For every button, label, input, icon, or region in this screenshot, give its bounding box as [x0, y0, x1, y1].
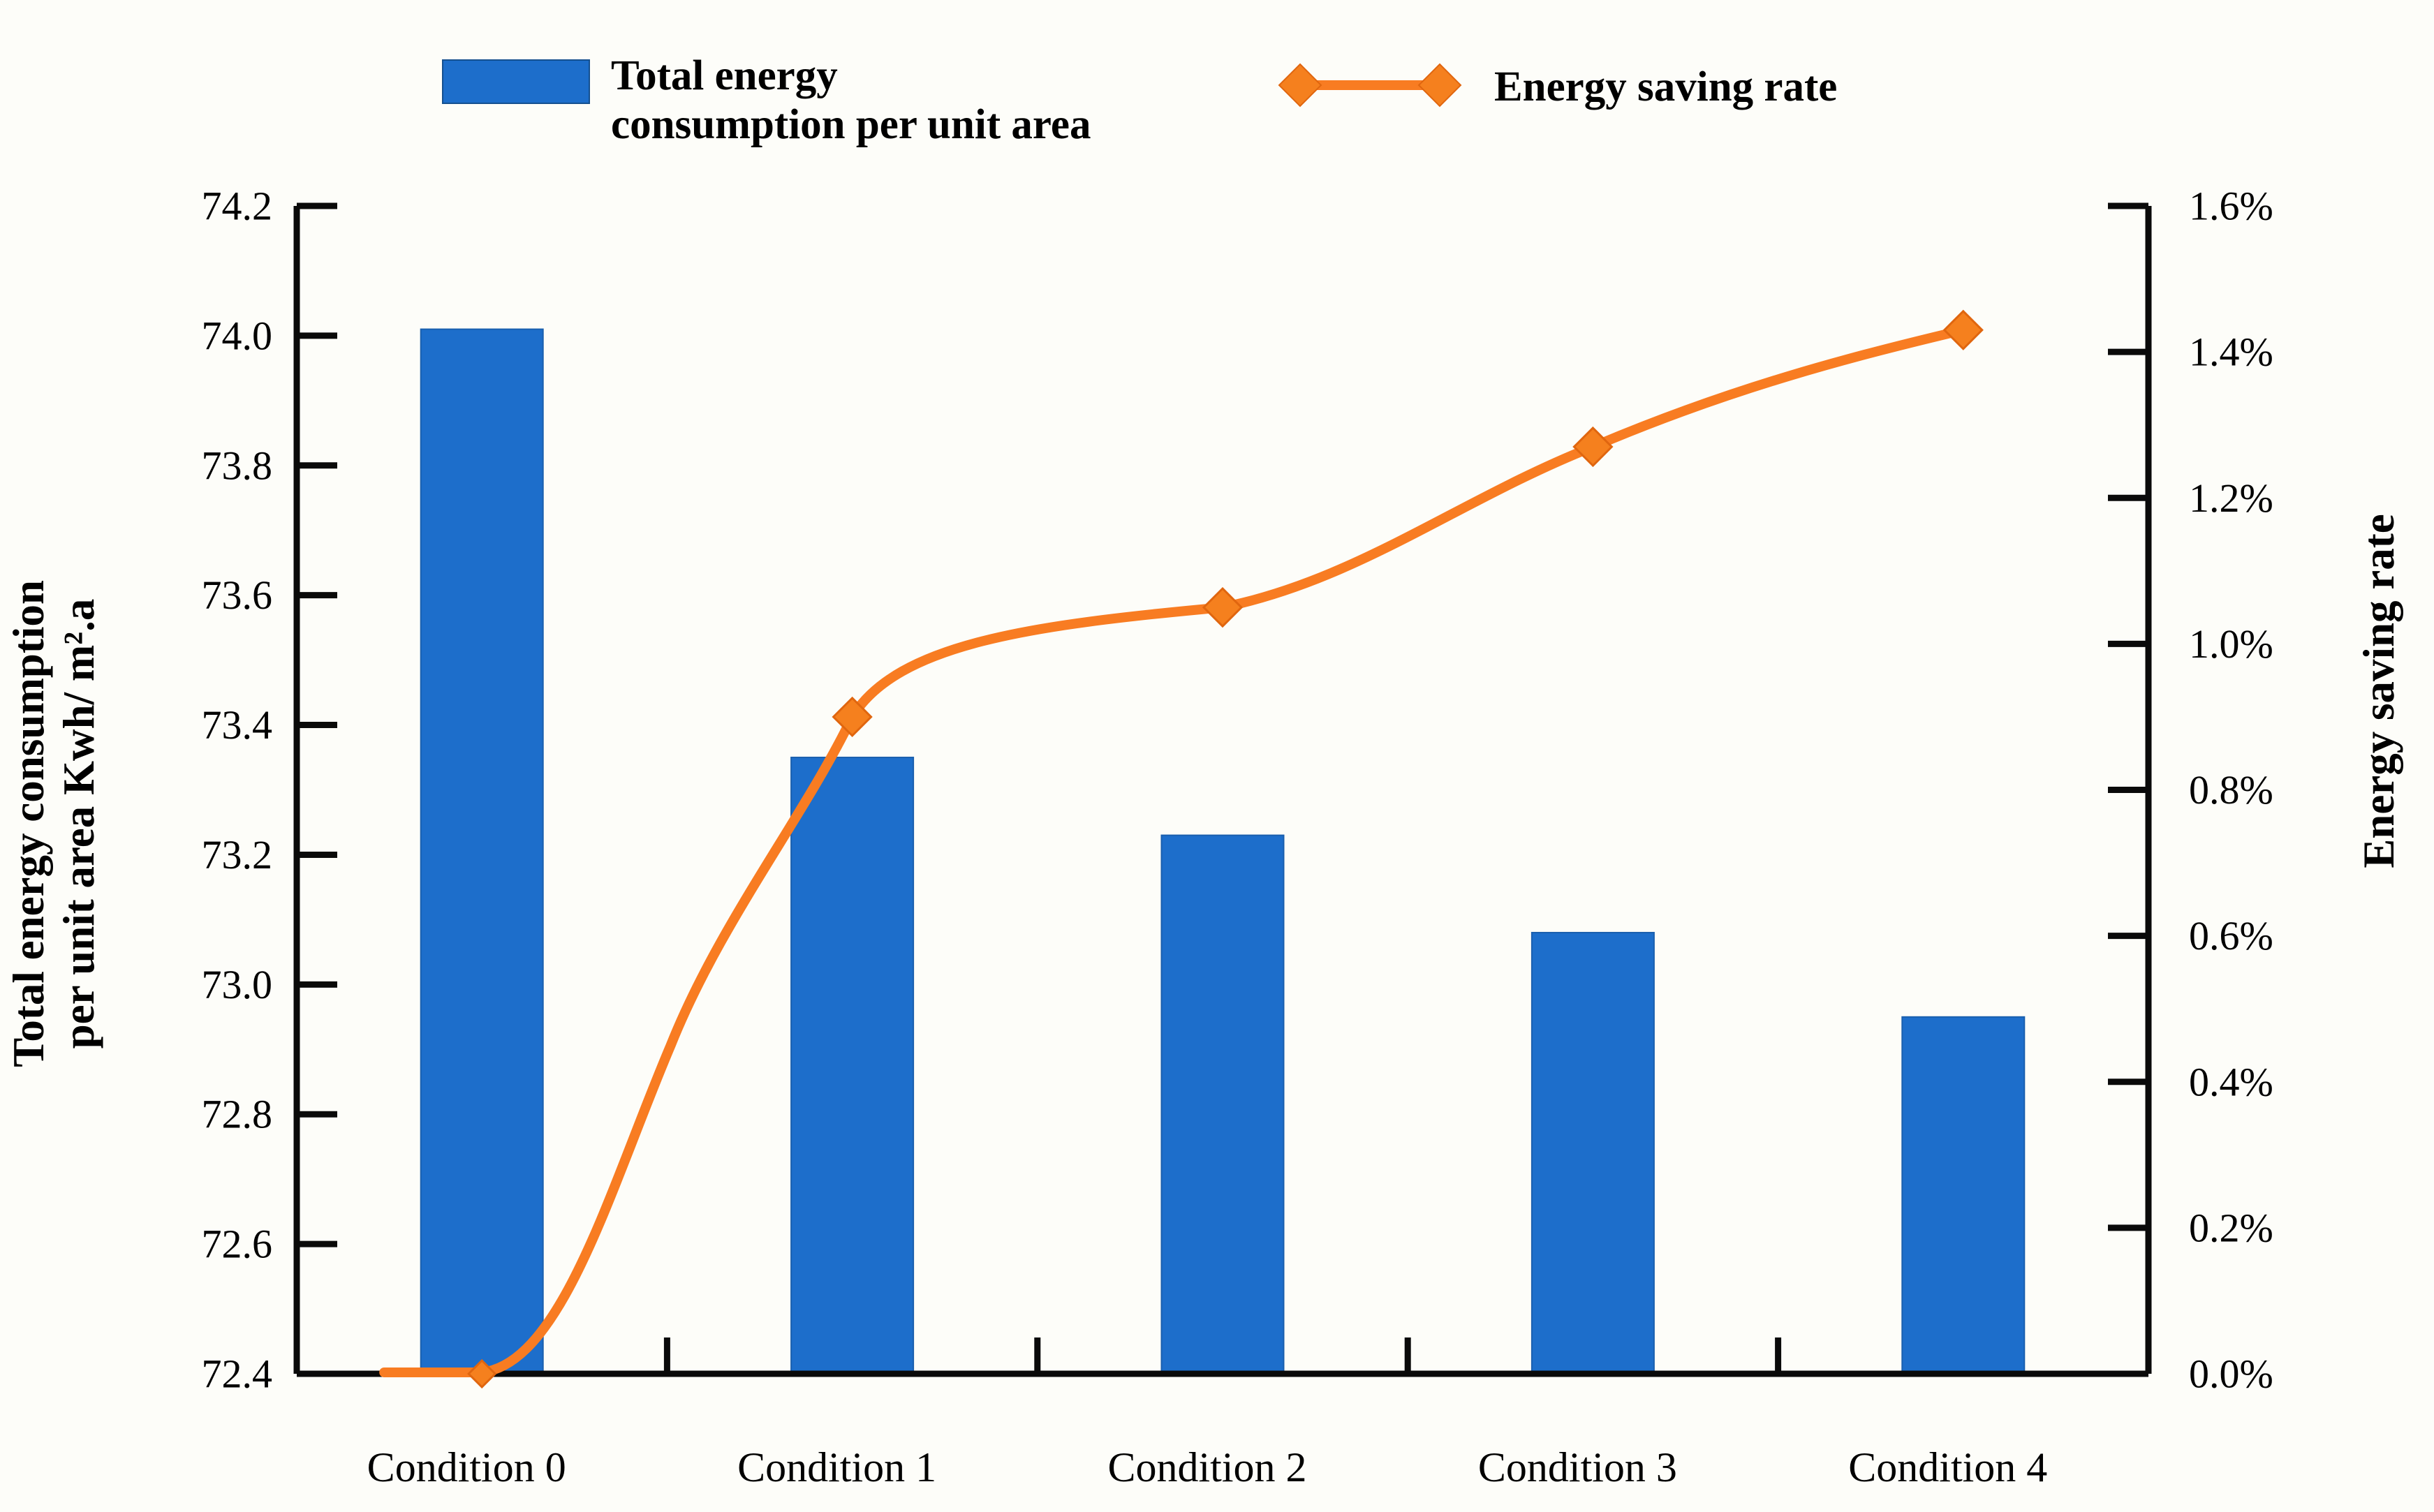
bars-layer [420, 328, 2026, 1375]
left-axis-tick-label: 73.2 [202, 832, 273, 877]
line-marker-diamond-icon-3 [1572, 426, 1614, 468]
legend-bar-swatch [442, 59, 590, 104]
bar-condition-3 [1531, 931, 1655, 1374]
bar-condition-0 [420, 328, 544, 1374]
right-axis-tick-label: 0.2% [2189, 1205, 2273, 1250]
left-axis-tick-label: 73.8 [202, 443, 273, 488]
legend: Total energy consumption per unit area E… [442, 52, 1837, 148]
left-axis-tick-label: 74.0 [202, 313, 273, 358]
legend-diamond-icon-right [1417, 63, 1462, 108]
right-axis-tick-label: 0.0% [2189, 1351, 2273, 1397]
right-axis-tick-label: 0.4% [2189, 1059, 2273, 1104]
category-label-4: Condition 4 [1848, 1444, 2047, 1490]
right-axis-tick-label: 0.6% [2189, 913, 2273, 958]
left-axis-tick-label: 73.0 [202, 962, 273, 1007]
right-axis-tick-label: 1.6% [2189, 184, 2273, 229]
right-axis-tick-label: 1.0% [2189, 621, 2273, 667]
bar-condition-4 [1901, 1016, 2026, 1374]
energy-saving-rate-line [379, 325, 1968, 1377]
left-axis-tick-label: 73.6 [202, 572, 273, 618]
right-axis-tick-label: 1.4% [2189, 329, 2273, 375]
left-axis-tick-label: 74.2 [202, 184, 273, 229]
right-axis-tick-label: 0.8% [2189, 767, 2273, 813]
left-axis-tick-label: 73.4 [202, 702, 273, 748]
bar-condition-1 [790, 757, 915, 1375]
legend-label-line: Energy saving rate [1494, 64, 1837, 110]
left-axis-tick-label: 72.4 [202, 1351, 273, 1397]
category-label-0: Condition 0 [367, 1444, 566, 1490]
axes-layer [293, 202, 2152, 1377]
legend-label-bars-line2: consumption per unit area [611, 101, 1091, 148]
bar-condition-2 [1160, 834, 1285, 1375]
left-axis-title-line1: Total energy consumption [4, 580, 53, 1067]
legend-label-bars-line1: Total energy [611, 52, 838, 99]
category-label-1: Condition 1 [737, 1444, 936, 1490]
category-label-2: Condition 2 [1107, 1444, 1306, 1490]
left-axis-title-line2: per unit area Kwh/ m².a [54, 599, 103, 1049]
right-axis-title: Energy saving rate [2354, 514, 2403, 868]
category-label-3: Condition 3 [1478, 1444, 1677, 1490]
left-axis-tick-label: 72.6 [202, 1222, 273, 1267]
line-marker-diamond-icon-0 [467, 1358, 497, 1389]
right-axis-tick-label: 1.2% [2189, 475, 2273, 521]
line-marker-diamond-icon-4 [1942, 309, 1984, 350]
line-layer [379, 309, 1984, 1389]
labels-layer: 74.2 74.0 73.8 73.6 73.4 73.2 73.0 72.8 72.6 72.4… [202, 184, 2273, 1491]
legend-diamond-icon-left [1278, 63, 1322, 108]
line-marker-diamond-icon-2 [1202, 586, 1244, 628]
left-axis-tick-label: 72.8 [202, 1092, 273, 1137]
line-marker-diamond-icon-1 [832, 696, 873, 738]
